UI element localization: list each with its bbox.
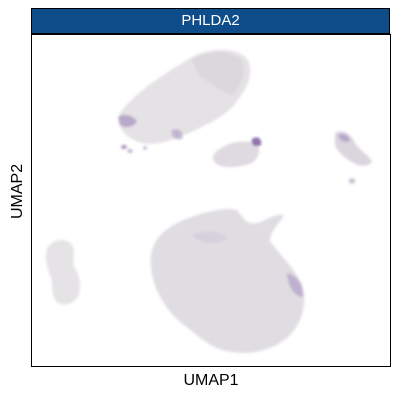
cluster-middle <box>213 137 262 168</box>
y-axis-label: UMAP2 <box>9 163 26 219</box>
cluster-right <box>335 131 372 184</box>
umap-plot-area <box>31 34 391 367</box>
panel-title: PHLDA2 <box>31 8 390 34</box>
cluster-top-satellites <box>121 145 147 153</box>
umap-scatter <box>45 49 372 353</box>
cluster-top <box>118 49 251 144</box>
cluster-large <box>150 208 305 353</box>
cluster-left <box>45 239 81 305</box>
x-axis-label: UMAP1 <box>183 372 239 389</box>
